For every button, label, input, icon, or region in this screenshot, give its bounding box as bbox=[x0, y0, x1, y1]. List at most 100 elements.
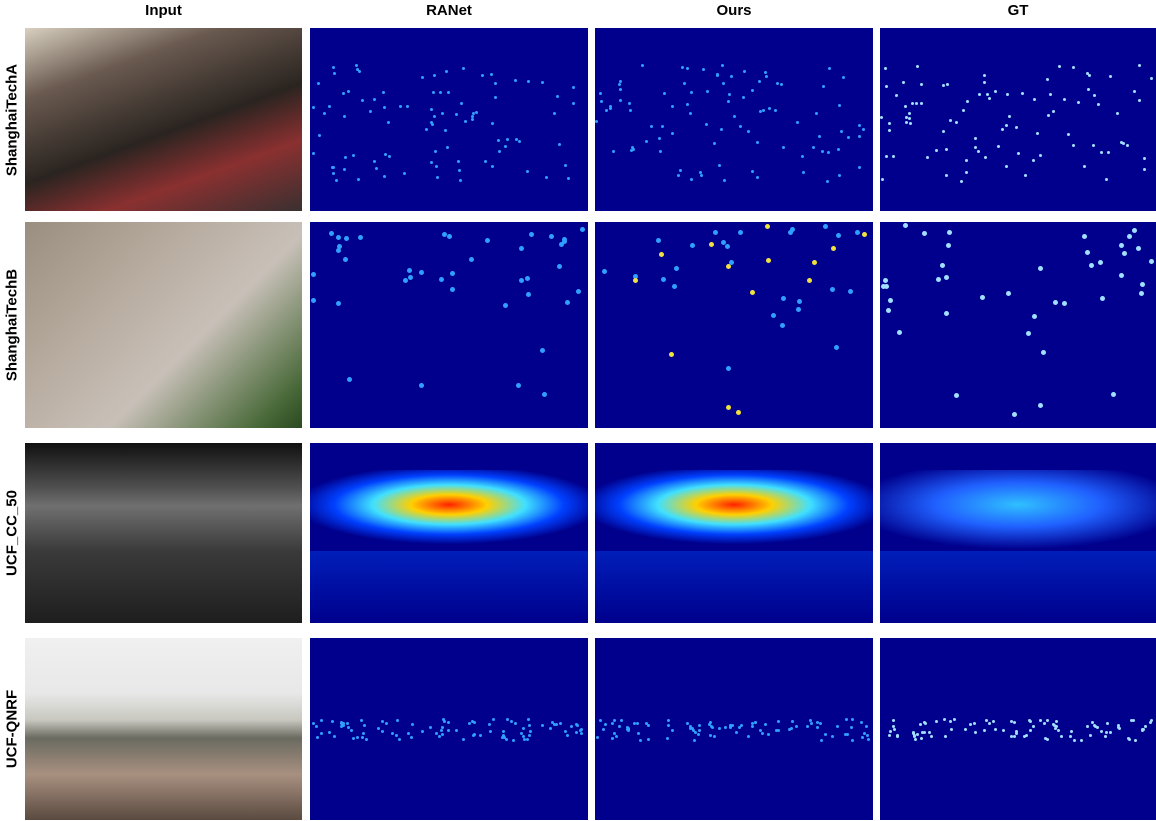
density-dot bbox=[399, 105, 402, 108]
density-band bbox=[310, 551, 588, 623]
density-dot bbox=[949, 119, 952, 122]
density-map bbox=[310, 443, 588, 623]
density-dot bbox=[350, 729, 353, 732]
density-dot bbox=[526, 292, 531, 297]
density-dot bbox=[494, 96, 497, 99]
column-header: Ours bbox=[595, 2, 873, 19]
density-dot bbox=[336, 235, 341, 240]
density-dot bbox=[728, 93, 731, 96]
density-dot bbox=[436, 176, 439, 179]
density-dot bbox=[1067, 133, 1070, 136]
density-dot bbox=[459, 179, 462, 182]
density-dot bbox=[988, 722, 991, 725]
density-dot bbox=[831, 735, 834, 738]
density-dot bbox=[526, 738, 529, 741]
density-dot bbox=[1058, 65, 1061, 68]
density-dot bbox=[337, 244, 342, 249]
density-dot bbox=[683, 82, 686, 85]
density-dot bbox=[884, 284, 889, 289]
density-dot bbox=[858, 124, 861, 127]
row-label-text: ShanghaiTechB bbox=[4, 269, 21, 381]
density-dot bbox=[650, 125, 653, 128]
density-dot bbox=[529, 730, 532, 733]
row-label: UCF_CC_50 bbox=[0, 443, 24, 623]
density-dot bbox=[847, 136, 850, 139]
density-dot bbox=[1032, 314, 1037, 319]
density-map bbox=[310, 638, 588, 820]
density-dot bbox=[1041, 350, 1046, 355]
density-dot bbox=[1033, 98, 1036, 101]
density-dot bbox=[724, 726, 727, 729]
density-dot bbox=[777, 720, 780, 723]
density-dot bbox=[858, 166, 861, 169]
density-dot bbox=[572, 102, 575, 105]
density-dot bbox=[928, 731, 931, 734]
density-dot bbox=[930, 735, 933, 738]
density-dot bbox=[926, 156, 929, 159]
density-dot bbox=[795, 725, 798, 728]
density-dot bbox=[527, 718, 530, 721]
density-dot bbox=[473, 721, 476, 724]
density-dot bbox=[611, 737, 614, 740]
density-dot bbox=[628, 102, 631, 105]
density-dot bbox=[439, 277, 444, 282]
density-dot bbox=[373, 160, 376, 163]
density-dot bbox=[916, 65, 919, 68]
density-dot bbox=[945, 148, 948, 151]
density-dot bbox=[619, 80, 622, 83]
density-dot bbox=[498, 150, 501, 153]
density-dot bbox=[1046, 719, 1049, 722]
density-dot bbox=[838, 174, 841, 177]
density-dot bbox=[690, 243, 695, 248]
density-dot bbox=[618, 725, 621, 728]
density-dot bbox=[729, 724, 732, 727]
density-dot bbox=[892, 725, 895, 728]
density-dot bbox=[443, 720, 446, 723]
density-dot bbox=[440, 729, 443, 732]
density-dot bbox=[352, 154, 355, 157]
density-dot bbox=[977, 150, 980, 153]
density-dot bbox=[641, 64, 644, 67]
density-dot bbox=[540, 348, 545, 353]
density-dot bbox=[1057, 729, 1060, 732]
density-dot bbox=[559, 722, 562, 725]
density-dot bbox=[659, 150, 662, 153]
density-dot bbox=[1024, 174, 1027, 177]
density-dot bbox=[566, 734, 569, 737]
density-dot bbox=[669, 352, 674, 357]
density-dot bbox=[383, 175, 386, 178]
density-dot bbox=[441, 112, 444, 115]
density-dot bbox=[491, 122, 494, 125]
density-dot bbox=[355, 64, 358, 67]
density-dot bbox=[579, 729, 582, 732]
density-dot bbox=[358, 235, 363, 240]
density-dot bbox=[1109, 75, 1112, 78]
density-dot bbox=[913, 735, 916, 738]
density-dot bbox=[738, 230, 743, 235]
density-dot bbox=[439, 91, 442, 94]
density-dot bbox=[727, 100, 730, 103]
density-dot bbox=[352, 737, 355, 740]
density-dot bbox=[512, 739, 515, 742]
density-dot bbox=[647, 738, 650, 741]
density-dot bbox=[435, 732, 438, 735]
density-dot bbox=[944, 735, 947, 738]
density-dot bbox=[434, 150, 437, 153]
density-dot bbox=[886, 308, 891, 313]
density-dot bbox=[848, 289, 853, 294]
density-dot bbox=[398, 738, 401, 741]
density-dot bbox=[761, 732, 764, 735]
density-dot bbox=[332, 66, 335, 69]
density-dot bbox=[702, 68, 705, 71]
density-dot bbox=[494, 82, 497, 85]
density-dot bbox=[1010, 720, 1013, 723]
density-dot bbox=[1109, 731, 1112, 734]
density-dot bbox=[384, 153, 387, 156]
density-dot bbox=[346, 722, 349, 725]
density-dot bbox=[709, 242, 714, 247]
density-dot bbox=[1039, 719, 1042, 722]
density-dot bbox=[865, 725, 868, 728]
density-dot bbox=[343, 115, 346, 118]
density-dot bbox=[1093, 724, 1096, 727]
density-map bbox=[880, 222, 1156, 428]
